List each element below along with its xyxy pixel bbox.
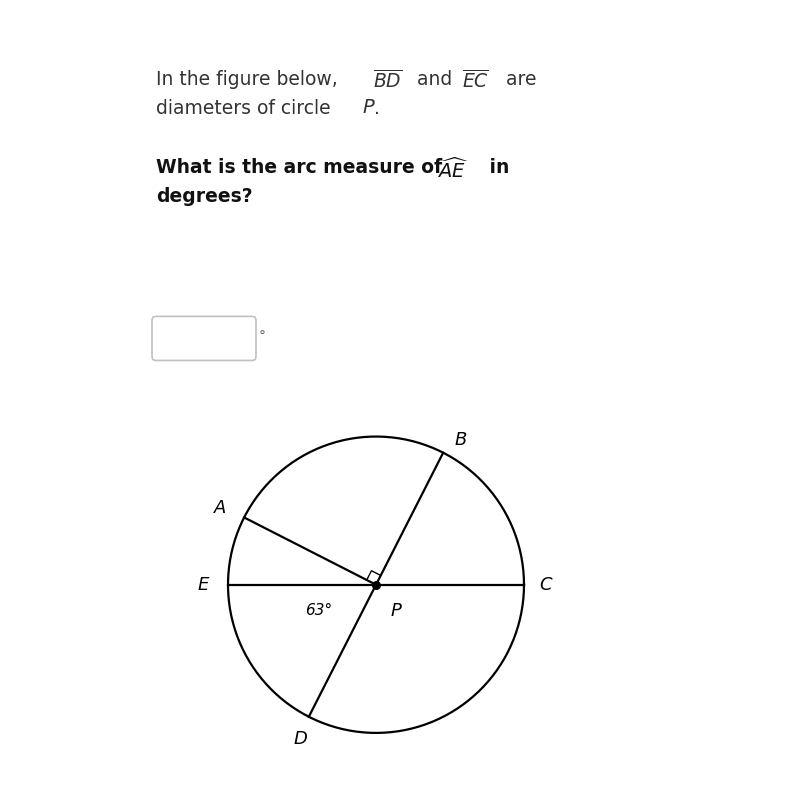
Text: $\overline{BD}$: $\overline{BD}$ [373, 70, 402, 91]
Text: $P$: $P$ [390, 602, 403, 620]
Text: .: . [374, 99, 379, 118]
Text: $A$: $A$ [213, 499, 227, 517]
Text: in: in [482, 158, 509, 177]
Text: $B$: $B$ [454, 431, 467, 449]
Text: 63°: 63° [305, 603, 332, 618]
Text: $\overline{EC}$: $\overline{EC}$ [462, 70, 489, 91]
Text: What is the arc measure of: What is the arc measure of [156, 158, 449, 177]
Text: are: are [500, 70, 537, 89]
Text: $D$: $D$ [294, 731, 308, 748]
FancyBboxPatch shape [152, 316, 256, 360]
Text: diameters of circle: diameters of circle [156, 99, 337, 118]
Text: °: ° [258, 329, 266, 344]
Text: $E$: $E$ [198, 576, 210, 594]
Text: and: and [410, 70, 458, 89]
Text: $\widehat{AE}$: $\widehat{AE}$ [438, 158, 470, 183]
Text: $C$: $C$ [539, 576, 554, 594]
Text: In the figure below,: In the figure below, [156, 70, 344, 89]
Text: degrees?: degrees? [156, 187, 253, 207]
Text: $P$: $P$ [362, 99, 376, 116]
